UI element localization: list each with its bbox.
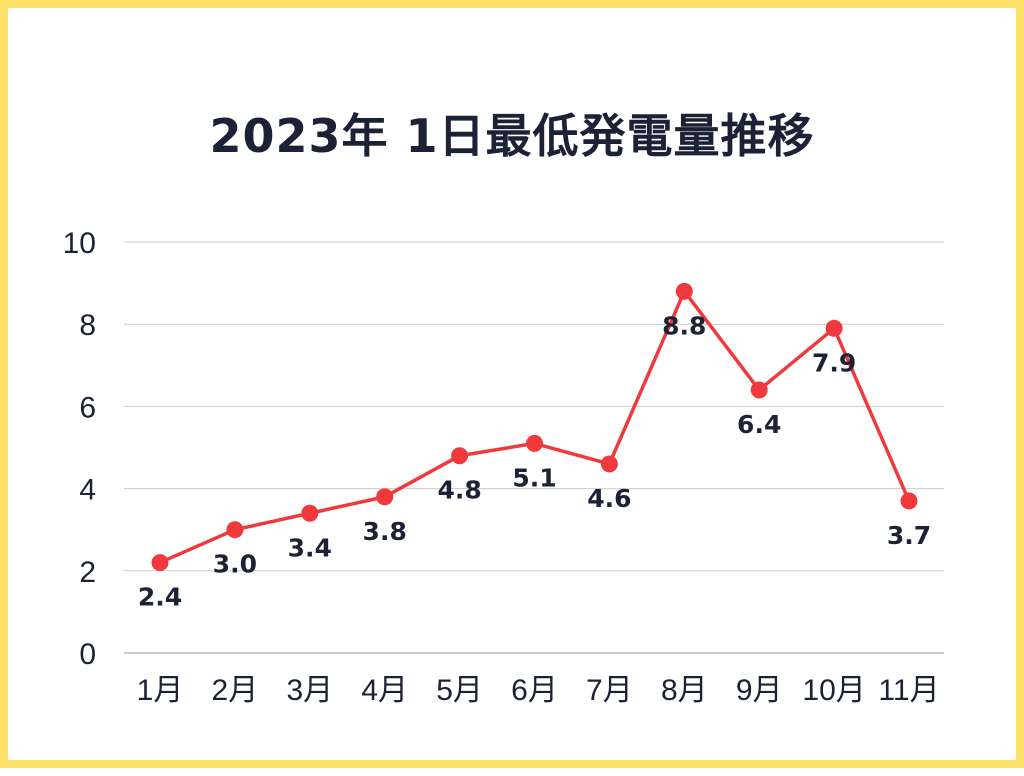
data-label: 3.7 bbox=[887, 521, 931, 550]
data-label: 4.6 bbox=[587, 484, 631, 513]
x-tick-label: 6月 bbox=[511, 674, 558, 707]
data-label: 3.8 bbox=[363, 517, 407, 546]
data-label: 2.4 bbox=[138, 583, 182, 612]
data-label: 5.1 bbox=[512, 463, 556, 492]
data-point bbox=[750, 381, 768, 399]
data-point bbox=[226, 521, 244, 539]
x-tick-label: 5月 bbox=[436, 674, 483, 707]
data-point bbox=[451, 447, 469, 465]
data-point bbox=[825, 319, 843, 337]
y-axis-ticks: 0 2 4 6 8 10 bbox=[63, 227, 96, 671]
data-label: 6.4 bbox=[737, 410, 781, 439]
data-label: 3.0 bbox=[213, 550, 257, 579]
x-tick-label: 7月 bbox=[586, 674, 633, 707]
data-point bbox=[600, 455, 618, 473]
data-point bbox=[900, 492, 918, 510]
x-tick-label: 2月 bbox=[212, 674, 259, 707]
x-tick-label: 4月 bbox=[361, 674, 408, 707]
y-tick-label: 0 bbox=[79, 638, 96, 671]
data-label: 8.8 bbox=[662, 311, 706, 340]
y-tick-label: 10 bbox=[63, 227, 96, 260]
series-line-layer bbox=[159, 289, 911, 565]
line-chart: 0 2 4 6 8 10 1月 2月 3月 4月 5月 6月 7月 8月 9月 10月 11月 2.4 3.0 3… bbox=[63, 227, 944, 707]
data-point bbox=[151, 554, 169, 572]
data-label: 4.8 bbox=[437, 476, 481, 505]
data-point bbox=[376, 488, 394, 506]
data-point bbox=[526, 434, 543, 452]
data-labels: 2.4 3.0 3.4 3.8 4.8 5.1 4.6 8.8 6.4 7.9 3.7 bbox=[138, 311, 931, 611]
x-tick-label: 8月 bbox=[661, 674, 708, 707]
x-tick-label: 3月 bbox=[286, 674, 333, 707]
y-tick-label: 6 bbox=[79, 391, 96, 424]
x-tick-label: 1月 bbox=[137, 674, 184, 707]
chart-title: 2023年 1日最低発電量推移 bbox=[209, 109, 815, 163]
data-label: 3.4 bbox=[288, 533, 332, 562]
data-points bbox=[151, 282, 918, 572]
grid-lines bbox=[124, 241, 944, 654]
x-tick-label: 10月 bbox=[802, 674, 865, 707]
y-tick-label: 8 bbox=[79, 309, 96, 342]
x-tick-label: 9月 bbox=[736, 674, 783, 707]
data-point bbox=[675, 282, 693, 300]
data-label: 7.9 bbox=[812, 348, 856, 377]
x-tick-label: 11月 bbox=[878, 674, 939, 707]
y-tick-label: 2 bbox=[79, 556, 96, 589]
x-axis-ticks: 1月 2月 3月 4月 5月 6月 7月 8月 9月 10月 11月 bbox=[137, 674, 940, 707]
y-tick-label: 4 bbox=[79, 474, 96, 507]
data-point bbox=[301, 504, 319, 522]
series-line bbox=[159, 289, 911, 565]
